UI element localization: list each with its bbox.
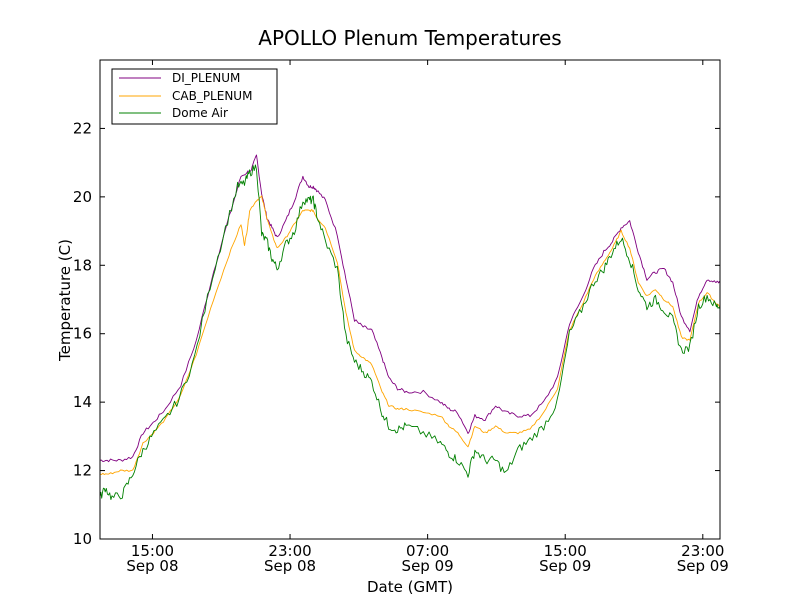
x-tick-label-date: Sep 08 bbox=[126, 557, 178, 575]
plot-lines bbox=[99, 154, 721, 501]
y-tick-label: 22 bbox=[73, 119, 92, 137]
x-tick-label-date: Sep 09 bbox=[677, 557, 729, 575]
y-tick-label: 18 bbox=[73, 256, 92, 274]
x-tick-label-time: 15:00 bbox=[544, 542, 587, 560]
x-tick-label-time: 23:00 bbox=[268, 542, 311, 560]
legend-label-cab-plenum: CAB_PLENUM bbox=[172, 89, 252, 103]
legend-label-dome-air: Dome Air bbox=[172, 106, 228, 120]
series-line-dome-air bbox=[99, 164, 721, 501]
y-axis-label: Temperature (C) bbox=[56, 239, 74, 362]
x-tick-label-time: 07:00 bbox=[406, 542, 449, 560]
series-line-di-plenum bbox=[99, 154, 721, 463]
x-axis-label: Date (GMT) bbox=[367, 578, 453, 596]
legend-label-di-plenum: DI_PLENUM bbox=[172, 71, 240, 85]
x-tick-label-date: Sep 08 bbox=[264, 557, 316, 575]
x-tick-label-date: Sep 09 bbox=[539, 557, 591, 575]
plot-frame bbox=[99, 59, 721, 540]
y-tick-label: 16 bbox=[73, 325, 92, 343]
y-axis: 10 12 14 16 18 20 22 bbox=[73, 119, 720, 548]
legend: DI_PLENUM CAB_PLENUM Dome Air bbox=[111, 68, 278, 125]
chart-title: APOLLO Plenum Temperatures bbox=[258, 26, 561, 50]
x-tick-label-time: 23:00 bbox=[681, 542, 724, 560]
y-tick-label: 10 bbox=[73, 530, 92, 548]
x-tick-label-date: Sep 09 bbox=[402, 557, 454, 575]
series-line-cab-plenum bbox=[99, 195, 721, 475]
y-tick-label: 14 bbox=[73, 393, 92, 411]
x-tick-label-time: 15:00 bbox=[131, 542, 174, 560]
y-tick-label: 12 bbox=[73, 462, 92, 480]
y-tick-label: 20 bbox=[73, 188, 92, 206]
